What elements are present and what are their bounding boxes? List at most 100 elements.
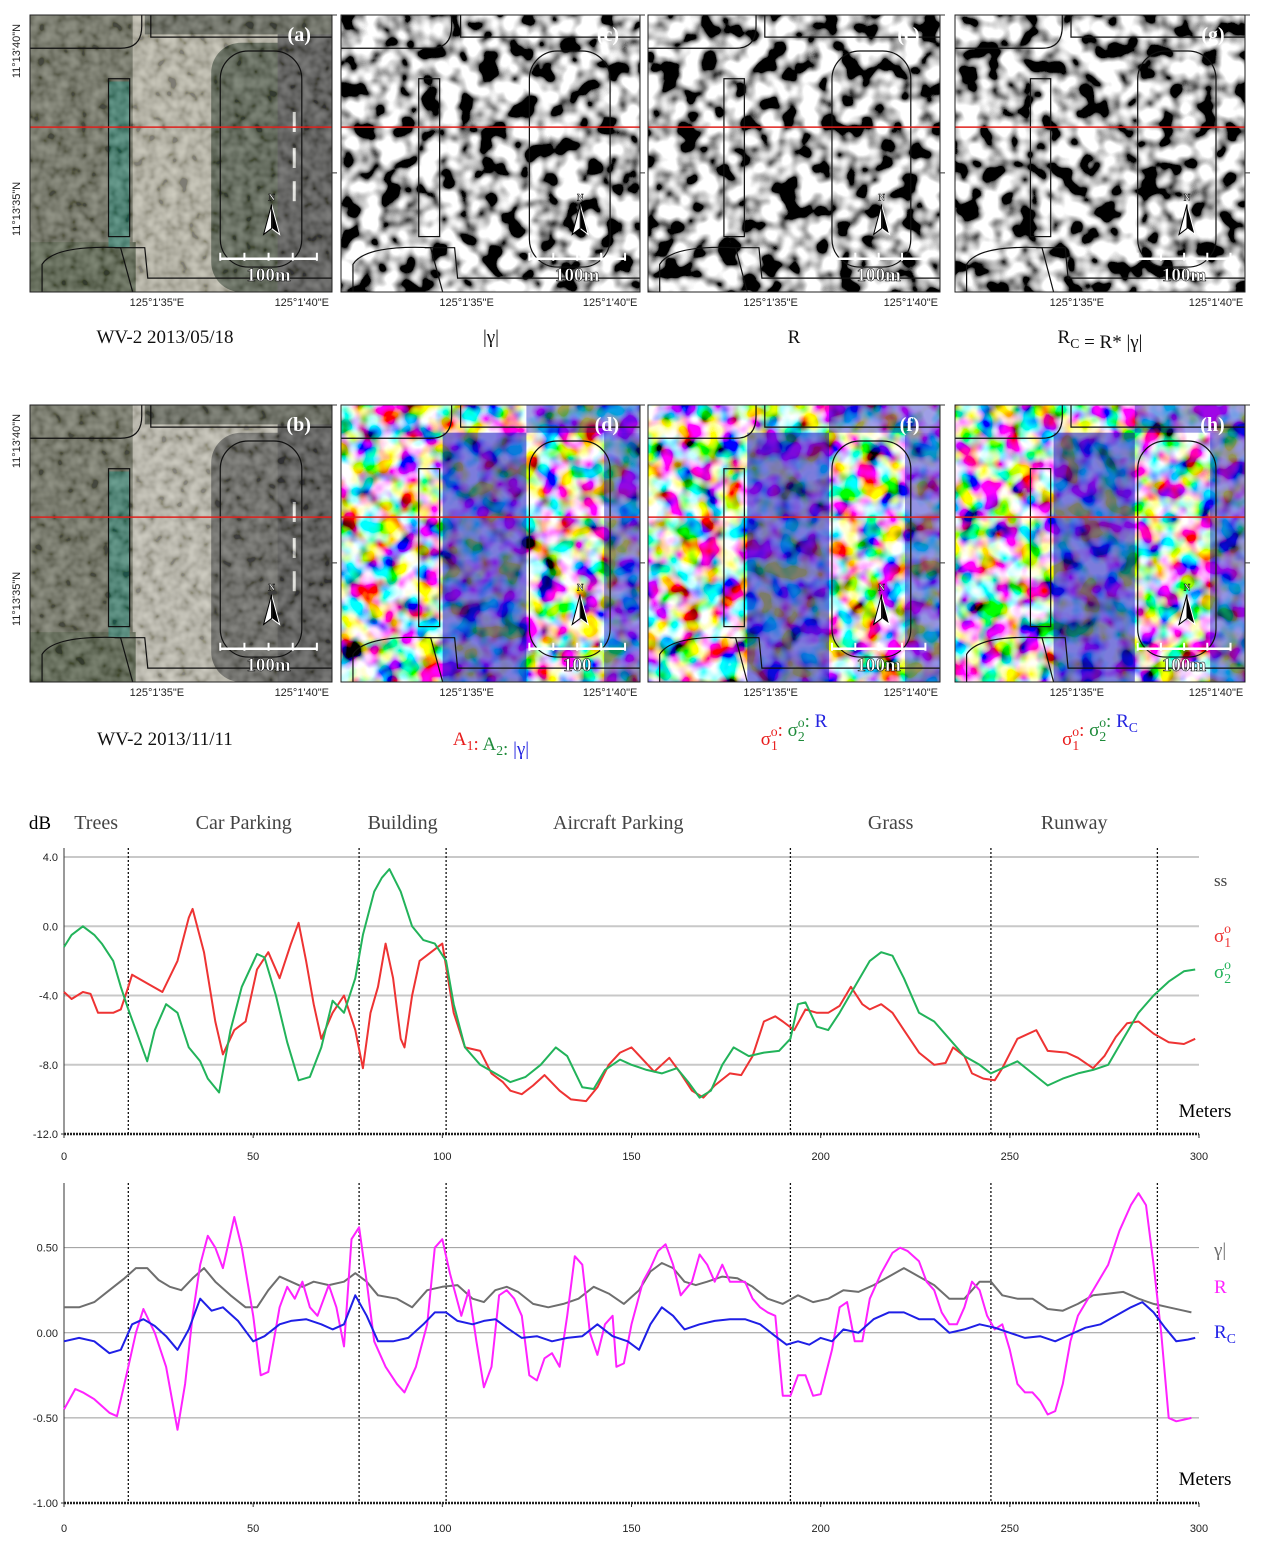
text-part: σ xyxy=(1214,962,1224,983)
longitude-label: 125°1'35"E xyxy=(1050,297,1104,309)
caption-segment: |γ| xyxy=(513,739,529,760)
latitude-label: 11°13'35"N xyxy=(11,572,23,626)
longitude-label: 125°1'40"E xyxy=(275,297,329,309)
panel-image xyxy=(648,405,940,682)
panel-image xyxy=(648,15,940,292)
text-part: γ| xyxy=(1213,1240,1226,1261)
page-body: (a)N100m125°1'35"E125°1'40"E11°13'40"N11… xyxy=(0,0,1270,1542)
text-part: R xyxy=(788,327,801,348)
image-panel: (e) N 100m 125°1'35"E 125°1'40"E R xyxy=(648,15,945,348)
north-label: N xyxy=(268,582,275,592)
longitude-label: 125°1'40"E xyxy=(884,297,938,309)
y-axis-label: dB xyxy=(29,813,51,834)
caption-segment: : xyxy=(1079,720,1089,741)
texture xyxy=(648,15,940,292)
text-part: σ xyxy=(1062,729,1072,750)
region-label: Aircraft Parking xyxy=(553,812,684,834)
blue-band xyxy=(829,405,940,433)
text-part: R xyxy=(1058,327,1071,348)
region-label: Building xyxy=(368,812,438,834)
caption-segment: : xyxy=(778,720,788,741)
data-line xyxy=(64,909,1195,1101)
scale-label: 100m xyxy=(246,655,291,676)
text-part: R xyxy=(1116,711,1129,732)
region-label: Car Parking xyxy=(196,812,292,834)
scale-label: 100m xyxy=(857,655,902,676)
panel-label: (e) xyxy=(897,24,919,46)
text-part: : xyxy=(1106,711,1116,732)
longitude-label: 125°1'40"E xyxy=(1189,687,1243,699)
data-line xyxy=(64,1263,1191,1312)
blue-band xyxy=(1135,405,1245,433)
longitude-label: 125°1'40"E xyxy=(275,687,329,699)
y-tick-label: -8.0 xyxy=(39,1060,58,1072)
text-part: A xyxy=(453,729,467,750)
x-tick-label: 250 xyxy=(1001,1151,1019,1163)
x-tick-label: 300 xyxy=(1190,1523,1208,1535)
annotation: ss xyxy=(1214,871,1227,890)
x-tick-label: 200 xyxy=(811,1151,829,1163)
supscript: o xyxy=(1224,957,1231,972)
x-tick-label: 150 xyxy=(622,1523,640,1535)
panel-label: (f) xyxy=(900,414,920,436)
image-panel: (a)N100m125°1'35"E125°1'40"E11°13'40"N11… xyxy=(11,15,337,348)
longitude-label: 125°1'35"E xyxy=(743,297,797,309)
text-part: WV-2 2013/05/18 xyxy=(96,327,233,348)
subscript: 1 xyxy=(1224,935,1231,950)
panel-image xyxy=(955,405,1245,682)
text-part: : xyxy=(503,739,513,760)
scale-label: 100m xyxy=(857,265,902,286)
longitude-label: 125°1'35"E xyxy=(439,297,493,309)
legend-entry: RC xyxy=(1214,1322,1236,1346)
image-panel: (c)N100m125°1'35"E125°1'40"E|γ| xyxy=(341,15,645,348)
text-part: : xyxy=(778,720,788,741)
caption-segment: A1 xyxy=(453,729,474,753)
scale-label: 100m xyxy=(246,265,291,286)
panel-image xyxy=(341,405,640,682)
text-part: : xyxy=(473,734,482,755)
north-label: N xyxy=(1184,192,1191,202)
caption-segment: : xyxy=(805,711,815,732)
text-part: : xyxy=(805,711,815,732)
x-tick-label: 0 xyxy=(61,1151,67,1163)
panel-image xyxy=(955,15,1245,292)
text-part: σ xyxy=(761,729,771,750)
latitude-label: 11°13'40"N xyxy=(11,24,23,78)
panel-image xyxy=(30,15,332,292)
north-label: N xyxy=(878,582,885,592)
panel-caption: RC = R* |γ| xyxy=(1058,327,1143,353)
caption-segment: = R* |γ| xyxy=(1079,332,1142,353)
north-label: N xyxy=(268,192,275,202)
region-label: Grass xyxy=(868,812,914,834)
texture xyxy=(955,15,1245,292)
x-tick-label: 300 xyxy=(1190,1151,1208,1163)
legend-entry: γ| xyxy=(1213,1240,1226,1261)
x-tick-label: 100 xyxy=(433,1151,451,1163)
y-tick-label: 0.50 xyxy=(37,1243,58,1255)
panel-caption: |γ| xyxy=(483,327,499,348)
panel-image xyxy=(30,405,332,682)
legend-entry: R xyxy=(1214,1277,1227,1298)
caption-segment: R xyxy=(788,327,801,348)
scale-label: 100m xyxy=(1162,655,1207,676)
data-line xyxy=(64,1295,1195,1353)
y-tick-label: -4.0 xyxy=(39,991,58,1003)
texture xyxy=(30,405,332,682)
scale-label: 100 xyxy=(563,655,592,676)
x-axis-label: Meters xyxy=(1179,1469,1232,1490)
caption-segment: RC xyxy=(1058,327,1080,351)
data-line xyxy=(64,869,1195,1098)
latitude-label: 11°13'40"N xyxy=(11,414,23,468)
text-part: : xyxy=(1079,720,1089,741)
x-tick-label: 0 xyxy=(61,1523,67,1535)
data-line xyxy=(64,1193,1191,1430)
text-part: R xyxy=(815,711,828,732)
caption-segment: WV-2 2013/11/11 xyxy=(97,729,233,750)
caption-segment: R xyxy=(815,711,828,732)
north-label: N xyxy=(878,192,885,202)
longitude-label: 125°1'35"E xyxy=(439,687,493,699)
panel-label: (a) xyxy=(288,24,311,46)
text-part: σ xyxy=(788,720,798,741)
x-tick-label: 200 xyxy=(811,1523,829,1535)
